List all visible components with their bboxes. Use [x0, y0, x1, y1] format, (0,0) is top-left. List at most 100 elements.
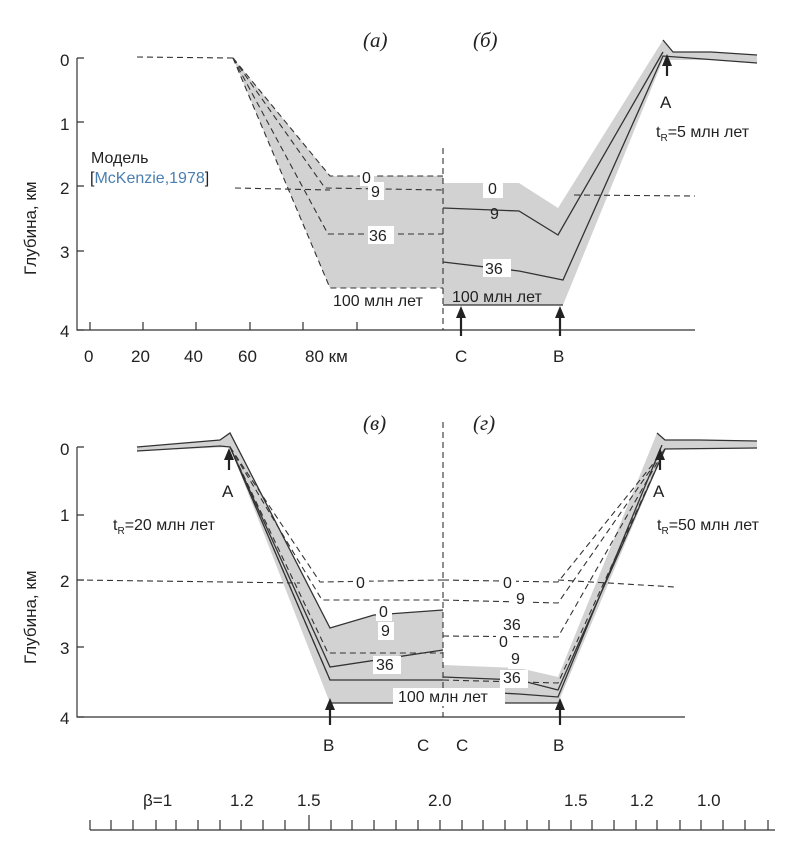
label-box [378, 622, 394, 640]
beta-label-1-0-right: 1.0 [697, 791, 721, 810]
beta-label-1-2: 1.2 [230, 791, 254, 810]
point-b-bottom-right: B [553, 736, 564, 755]
label-box [368, 226, 394, 244]
rift-time-value-g: =50 млн лет [669, 517, 760, 534]
label-v-100: 100 млн лет [398, 689, 488, 706]
label-b-100: 100 млн лет [452, 289, 542, 306]
rift-time-prefix: t [656, 124, 661, 141]
arrow-a-top [662, 54, 672, 76]
label-g-9-dashed: 9 [516, 591, 525, 608]
point-b-top: B [553, 347, 564, 366]
y-tick-0-bottom: 0 [60, 440, 69, 459]
arrow-b-bottom-left [325, 698, 335, 725]
label-box [508, 651, 524, 669]
label-g-36-dashed: 36 [503, 617, 521, 634]
subsidence-band-v [137, 433, 443, 703]
label-v-9: 9 [381, 623, 390, 640]
label-box [376, 603, 392, 621]
beta-label-2-0: 2.0 [428, 791, 452, 810]
y-tick-2-bottom: 2 [60, 572, 69, 591]
beta-scale [89, 815, 775, 831]
label-g-9: 9 [511, 651, 520, 668]
y-tick-1: 1 [60, 115, 69, 134]
rift-time-g: tR=50 млн лет [657, 517, 760, 537]
model-ref-open: [ [90, 170, 95, 187]
label-g-0-dashed: 0 [503, 575, 512, 592]
beta-label-1-2-right: 1.2 [630, 791, 654, 810]
y-tick-0: 0 [60, 51, 69, 70]
rift-time-b: tR=5 млн лет [656, 124, 750, 144]
y-axis-title-top: Глубина, км [21, 181, 40, 275]
point-a-bottom-right: A [653, 482, 665, 501]
rift-time-value-b: =5 млн лет [668, 124, 750, 141]
model-curves-a [136, 56, 696, 289]
rift-time-value-v: =20 млн лет [125, 517, 216, 534]
label-box [368, 182, 384, 200]
label-a-9: 9 [371, 184, 380, 201]
rift-time-sub: R [117, 526, 124, 537]
subsidence-band-a [233, 58, 443, 288]
y-tick-1-bottom: 1 [60, 506, 69, 525]
x-tick-80: 80 км [305, 347, 348, 366]
y-ticks-top [77, 57, 84, 331]
label-box [483, 259, 511, 277]
y-tick-2: 2 [60, 179, 69, 198]
model-ref: [McKenzie,1978] [90, 170, 209, 187]
rift-time-sub: R [661, 526, 668, 537]
label-box [373, 656, 401, 674]
beta-label-1-5-right: 1.5 [564, 791, 588, 810]
label-b-36: 36 [485, 261, 503, 278]
model-curves-v [76, 446, 444, 681]
point-c-top: C [455, 347, 467, 366]
label-b-0: 0 [488, 181, 497, 198]
label-box [513, 590, 529, 608]
label-box [360, 168, 374, 186]
label-a-36: 36 [369, 228, 387, 245]
point-c-bottom-left: C [417, 736, 429, 755]
label-box [330, 292, 442, 310]
beta-label-1: β=1 [143, 791, 172, 810]
beta-label-1-5: 1.5 [297, 791, 321, 810]
label-box [500, 670, 528, 688]
subsidence-band-g [443, 433, 757, 703]
label-v-0-dashed: 0 [356, 575, 365, 592]
modelled-curves-g [442, 432, 758, 698]
panel-label-b: (б) [473, 28, 498, 52]
point-c-bottom-right: C [456, 736, 468, 755]
x-tick-40: 40 [184, 347, 203, 366]
label-g-0: 0 [499, 634, 508, 651]
arrow-b-bottom-right [555, 698, 565, 725]
label-v-36: 36 [376, 657, 394, 674]
label-a-0: 0 [362, 170, 371, 187]
model-ref-text: McKenzie,1978 [94, 170, 204, 187]
model-curves-g [442, 448, 676, 684]
arrow-b-top [555, 306, 565, 336]
point-b-bottom-left: B [323, 736, 334, 755]
y-axis-title-bottom: Глубина, км [21, 570, 40, 664]
y-tick-3-bottom: 3 [60, 639, 69, 658]
y-tick-4-bottom: 4 [60, 709, 69, 728]
y-tick-4: 4 [60, 322, 69, 341]
x-tick-0: 0 [84, 347, 93, 366]
arrow-a-bottom-right [655, 448, 665, 470]
x-tick-20: 20 [131, 347, 150, 366]
rift-time-prefix: t [113, 517, 118, 534]
y-ticks-bottom [77, 446, 84, 718]
panel-label-g: (г) [473, 411, 495, 435]
panel-label-a: (а) [363, 28, 388, 52]
x-tick-60: 60 [238, 347, 257, 366]
model-ref-close: ] [205, 170, 209, 187]
model-label: Модель [91, 150, 148, 167]
label-box [498, 616, 542, 634]
label-a-100: 100 млн лет [333, 293, 423, 310]
label-b-9: 9 [490, 206, 499, 223]
label-box [483, 180, 503, 198]
point-a-bottom-left: A [222, 482, 234, 501]
x-ticks-top [89, 322, 358, 330]
arrow-c-top [456, 306, 466, 336]
label-v-0: 0 [379, 604, 388, 621]
rift-time-v: tR=20 млн лет [113, 517, 216, 537]
panel-label-v: (в) [363, 411, 386, 435]
